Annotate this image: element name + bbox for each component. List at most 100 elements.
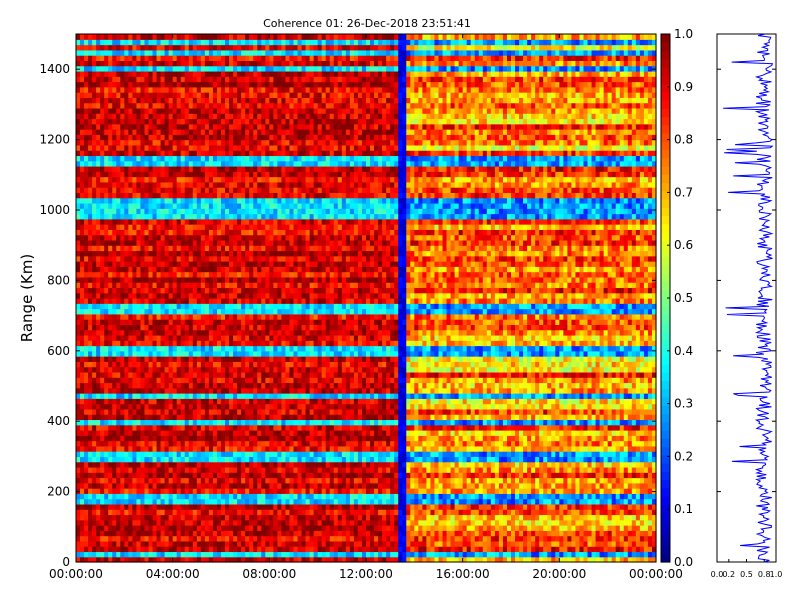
heatmap-cell (140, 382, 146, 389)
heatmap-cell (92, 229, 97, 236)
heatmap-cell (273, 192, 278, 199)
heatmap-cell (253, 65, 258, 72)
heatmap-cell (265, 255, 270, 262)
heatmap-cell (265, 176, 270, 183)
heatmap-cell (148, 292, 154, 299)
heatmap-cell (208, 298, 214, 304)
heatmap-cell (221, 70, 226, 77)
heatmap-cell (221, 208, 226, 215)
heatmap-cell (225, 546, 230, 553)
heatmap-cell (120, 134, 125, 141)
heatmap-cell (100, 556, 105, 563)
heatmap-cell (112, 350, 117, 357)
heatmap-cell (257, 113, 262, 120)
heatmap-cell (160, 70, 166, 77)
heatmap-cell (257, 44, 262, 51)
heatmap-cell (112, 340, 117, 347)
heatmap-cell (116, 224, 121, 230)
heatmap-cell (92, 298, 97, 304)
heatmap-cell (269, 287, 274, 294)
heatmap-cell (140, 39, 146, 46)
heatmap-cell (152, 282, 158, 289)
heatmap-cell (208, 530, 214, 537)
heatmap-cell (80, 160, 85, 167)
heatmap-cell (225, 150, 230, 157)
heatmap-cell (221, 271, 226, 278)
heatmap-cell (128, 461, 133, 468)
heatmap-cell (237, 334, 242, 341)
heatmap-cell (172, 482, 178, 489)
heatmap-cell (76, 393, 81, 399)
heatmap-cell (212, 129, 218, 135)
heatmap-cell (132, 509, 138, 516)
heatmap-cell (221, 134, 226, 141)
heatmap-cell (196, 356, 202, 362)
heatmap-cell (200, 102, 206, 109)
heatmap-cell (261, 92, 266, 98)
heatmap-cell (76, 298, 81, 304)
heatmap-cell (265, 488, 270, 494)
heatmap-cell (120, 430, 125, 436)
heatmap-cell (156, 430, 162, 436)
heatmap-cell (176, 546, 182, 553)
heatmap-cell (100, 134, 105, 141)
heatmap-cell (273, 160, 278, 167)
heatmap-cell (140, 366, 146, 373)
heatmap-cell (192, 123, 198, 130)
heatmap-cell (128, 107, 133, 114)
heatmap-cell (253, 424, 258, 431)
heatmap-cell (136, 123, 142, 130)
heatmap-cell (233, 345, 238, 352)
heatmap-cell (156, 55, 162, 61)
heatmap-cell (176, 181, 182, 188)
heatmap-cell (200, 350, 206, 357)
heatmap-cell (92, 414, 97, 421)
heatmap-cell (241, 456, 246, 463)
heatmap-cell (180, 556, 186, 563)
heatmap-cell (180, 398, 186, 405)
heatmap-cell (144, 514, 150, 521)
heatmap-cell (112, 181, 117, 188)
heatmap-cell (204, 129, 210, 135)
heatmap-cell (124, 456, 129, 463)
heatmap-cell (192, 144, 198, 151)
heatmap-cell (237, 97, 242, 104)
heatmap-cell (225, 498, 230, 505)
heatmap-cell (257, 493, 262, 500)
heatmap-cell (104, 530, 109, 537)
heatmap-cell (96, 76, 101, 83)
heatmap-cell (148, 118, 154, 125)
heatmap-cell (112, 361, 117, 368)
heatmap-cell (120, 477, 125, 484)
heatmap-cell (156, 287, 162, 294)
heatmap-cell (156, 398, 162, 405)
heatmap-cell (245, 535, 250, 542)
heatmap-cell (136, 250, 142, 257)
heatmap-cell (249, 424, 254, 431)
heatmap-cell (245, 477, 250, 484)
heatmap-cell (100, 308, 105, 315)
heatmap-cell (196, 208, 202, 215)
heatmap-cell (237, 477, 242, 484)
heatmap-cell (200, 393, 206, 399)
heatmap-cell (253, 408, 258, 415)
heatmap-cell (156, 546, 162, 553)
heatmap-cell (180, 271, 186, 278)
heatmap-cell (128, 424, 133, 431)
heatmap-cell (144, 192, 150, 199)
heatmap-cell (233, 70, 238, 77)
heatmap-cell (80, 514, 85, 521)
heatmap-cell (156, 382, 162, 389)
heatmap-cell (269, 86, 274, 93)
heatmap-cell (80, 118, 85, 125)
heatmap-cell (196, 39, 202, 46)
heatmap-cell (221, 324, 226, 331)
heatmap-cell (96, 308, 101, 315)
heatmap-cell (253, 150, 258, 157)
heatmap-cell (188, 509, 194, 516)
heatmap-cell (136, 261, 142, 267)
heatmap-cell (216, 150, 222, 157)
heatmap-cell (269, 250, 274, 257)
heatmap-cell (241, 356, 246, 362)
heatmap-cell (120, 493, 125, 500)
